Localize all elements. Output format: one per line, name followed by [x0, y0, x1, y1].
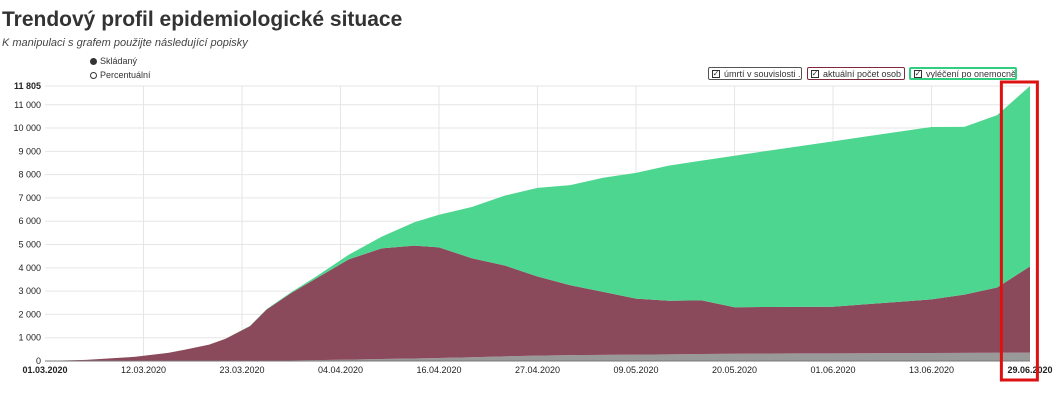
x-tick-label: 23.03.2020 [219, 365, 264, 375]
highlight-box [999, 80, 1039, 382]
y-max-label: 11 805 [14, 81, 41, 91]
percent-mode-label: Percentuální [100, 70, 151, 80]
x-tick-label: 09.05.2020 [613, 365, 658, 375]
legend-toggle-recovered[interactable]: ✓ vyléčení po onemocně... [909, 67, 1017, 80]
x-tick-label: 29.06.2020 [1007, 365, 1052, 375]
x-tick-label: 20.05.2020 [712, 365, 757, 375]
y-tick-label: 11 000 [14, 100, 41, 110]
y-tick-label: 6 000 [18, 216, 41, 226]
y-tick-label: 5 000 [18, 240, 41, 250]
checkbox-checked-icon: ✓ [811, 68, 819, 78]
page-title: Trendový profil epidemiologické situace [2, 8, 403, 31]
area-active [45, 245, 1030, 361]
y-tick-label: 3 000 [18, 286, 41, 296]
legend-label-active: aktuální počet osob ... [823, 68, 905, 79]
y-tick-label: 10 000 [13, 123, 41, 133]
y-tick-label: 7 000 [18, 193, 41, 203]
x-tick-label: 16.04.2020 [416, 365, 461, 375]
y-tick-label: 1 000 [18, 333, 41, 343]
legend-label-recovered: vyléčení po onemocně... [926, 68, 1017, 79]
y-tick-label: 0 [36, 356, 41, 366]
stacked-mode-radio[interactable]: Skládaný [90, 56, 137, 66]
area-deaths [45, 352, 1030, 361]
y-tick-label: 4 000 [18, 263, 41, 273]
y-tick-label: 8 000 [18, 170, 41, 180]
checkbox-checked-icon: ✓ [914, 68, 922, 78]
legend-label-deaths: úmrtí v souvislosti ... [724, 68, 802, 79]
radio-empty-icon [90, 71, 97, 79]
legend-toggle-deaths[interactable]: ✓ úmrtí v souvislosti ... [708, 67, 802, 80]
page-subtitle: K manipulaci s grafem použijte následují… [2, 37, 248, 49]
checkbox-checked-icon: ✓ [712, 68, 720, 78]
x-tick-label: 13.06.2020 [909, 365, 954, 375]
x-tick-label: 04.04.2020 [318, 365, 363, 375]
x-tick-label: 12.03.2020 [121, 365, 166, 375]
area-recovered [45, 86, 1030, 361]
legend-toggle-active[interactable]: ✓ aktuální počet osob ... [807, 67, 905, 80]
stacked-mode-label: Skládaný [100, 56, 138, 66]
x-tick-label: 27.04.2020 [515, 365, 560, 375]
x-tick-label: 01.03.2020 [22, 365, 67, 375]
y-tick-label: 9 000 [18, 146, 41, 156]
x-tick-label: 01.06.2020 [810, 365, 855, 375]
y-tick-label: 2 000 [18, 309, 41, 319]
percent-mode-radio[interactable]: Percentuální [90, 70, 151, 80]
radio-selected-icon [90, 57, 97, 65]
